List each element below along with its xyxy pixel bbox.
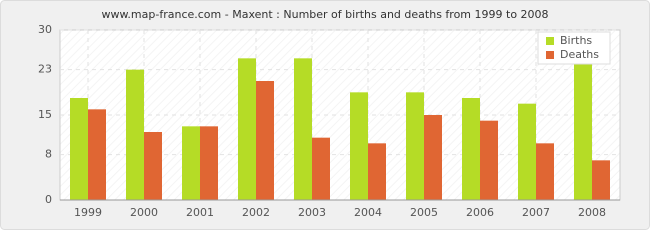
x-tick-label: 2008	[578, 206, 606, 219]
bar	[238, 58, 256, 201]
bar	[406, 92, 424, 200]
x-tick-label: 2005	[410, 206, 438, 219]
bar	[350, 92, 368, 200]
x-tick-label: 2003	[298, 206, 326, 219]
bar	[88, 109, 106, 200]
bar	[592, 160, 610, 200]
y-tick-label: 23	[38, 63, 52, 76]
bar	[480, 120, 498, 200]
legend-swatch	[546, 51, 554, 59]
legend-label: Deaths	[560, 48, 599, 61]
bar	[294, 58, 312, 201]
x-tick-label: 2004	[354, 206, 382, 219]
bar	[144, 132, 162, 200]
legend-swatch	[546, 37, 554, 45]
x-tick-label: 2006	[466, 206, 494, 219]
bar	[182, 126, 200, 200]
bar	[424, 115, 442, 200]
x-tick-label: 1999	[74, 206, 102, 219]
x-tick-label: 2000	[130, 206, 158, 219]
chart: www.map-france.com - Maxent : Number of …	[0, 0, 650, 230]
y-tick-label: 30	[38, 23, 52, 36]
bar	[70, 98, 88, 200]
x-tick-label: 2007	[522, 206, 550, 219]
bar	[368, 143, 386, 200]
bar	[462, 98, 480, 200]
chart-title: www.map-france.com - Maxent : Number of …	[101, 8, 548, 21]
y-tick-label: 15	[38, 108, 52, 121]
y-tick-label: 8	[45, 148, 52, 161]
bar	[536, 143, 554, 200]
y-tick-label: 0	[45, 193, 52, 206]
bar	[126, 69, 144, 201]
bar	[312, 137, 330, 200]
bar	[256, 81, 274, 200]
legend-label: Births	[560, 34, 592, 47]
bar	[200, 126, 218, 200]
bar	[574, 58, 592, 201]
bar	[518, 103, 536, 200]
x-tick-label: 2002	[242, 206, 270, 219]
x-tick-label: 2001	[186, 206, 214, 219]
